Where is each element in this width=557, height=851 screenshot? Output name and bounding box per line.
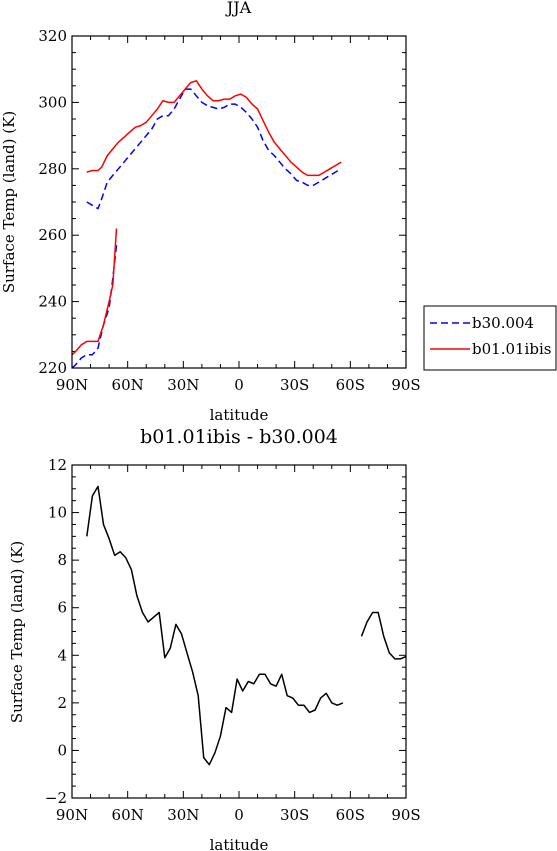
top-xtick-label: 0 <box>234 376 244 394</box>
bottom-ytick-label: 8 <box>57 551 67 569</box>
bottom-xtick-label: 90N <box>56 806 88 824</box>
bottom-xtick-label: 0 <box>234 806 244 824</box>
legend: b30.004 b01.01ibis <box>423 305 557 371</box>
top-ytick-label: 240 <box>38 293 67 311</box>
top-ytick-label: 320 <box>38 27 67 45</box>
top-series-0-segment-0 <box>86 88 342 210</box>
top-xtick-label: 90N <box>56 376 88 394</box>
top-series-1-segment-1 <box>71 228 118 356</box>
bottom-ytick-label: 10 <box>48 504 67 522</box>
top-xtick-label: 30S <box>280 376 309 394</box>
top-xtick-label: 60N <box>112 376 144 394</box>
bottom-plot-area <box>71 464 407 799</box>
top-ylabel: Surface Temp (land) (K) <box>0 111 18 293</box>
bottom-panel: b01.01ibis - b30.004 Surface Temp (land)… <box>8 426 421 851</box>
legend-box <box>423 305 557 371</box>
top-xtick-label: 60S <box>336 376 365 394</box>
top-panel: JJA Surface Temp (land) (K) latitude 220… <box>0 0 421 424</box>
top-series-1-segment-0 <box>86 80 342 177</box>
bottom-tick-labels: −2 0 2 4 6 8 10 12 90N 60N 30N 0 30S 60S 90S <box>45 456 421 824</box>
bottom-xlabel: latitude <box>210 836 269 851</box>
bottom-ytick-label: 4 <box>57 646 67 664</box>
bottom-frame <box>71 464 407 799</box>
legend-label-b30: b30.004 <box>472 314 534 332</box>
top-xtick-label: 30N <box>167 376 199 394</box>
bottom-ytick-label: 2 <box>57 694 67 712</box>
top-xtick-label: 90S <box>391 376 420 394</box>
top-ytick-label: 280 <box>38 160 67 178</box>
top-ytick-label: 260 <box>38 226 67 244</box>
top-series-0-segment-1 <box>71 245 118 369</box>
bottom-ytick-label: 12 <box>48 456 67 474</box>
top-ytick-label: 300 <box>38 93 67 111</box>
legend-label-ibis: b01.01ibis <box>472 340 551 358</box>
bottom-ytick-label: −2 <box>45 789 67 807</box>
bottom-ytick-label: 6 <box>57 599 67 617</box>
bottom-xtick-label: 30S <box>280 806 309 824</box>
bottom-xtick-label: 60N <box>112 806 144 824</box>
top-xlabel: latitude <box>210 406 269 424</box>
bottom-ylabel: Surface Temp (land) (K) <box>8 541 26 723</box>
bottom-series-0-segment-1 <box>360 611 407 660</box>
top-frame <box>71 35 407 369</box>
bottom-xtick-label: 90S <box>391 806 420 824</box>
bottom-series-0-segment-0 <box>86 485 344 766</box>
bottom-xtick-label: 60S <box>336 806 365 824</box>
bottom-xtick-label: 30N <box>167 806 199 824</box>
top-ytick-label: 220 <box>38 359 67 377</box>
bottom-title: b01.01ibis - b30.004 <box>140 426 338 448</box>
bottom-ytick-label: 0 <box>57 741 67 759</box>
top-title: JJA <box>225 0 252 17</box>
top-tick-labels: 220 240 260 280 300 320 90N 60N 30N 0 30S 60S 90S <box>38 27 420 394</box>
top-plot-area <box>71 35 407 369</box>
